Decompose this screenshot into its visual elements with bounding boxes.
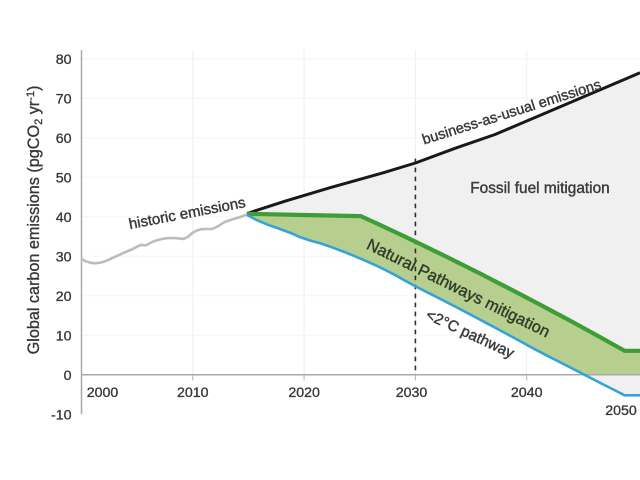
svg-text:2030: 2030 [396, 385, 428, 401]
svg-text:60: 60 [56, 131, 72, 147]
svg-text:2000: 2000 [87, 385, 119, 401]
svg-text:20: 20 [56, 289, 72, 305]
svg-text:Fossil fuel mitigation: Fossil fuel mitigation [470, 180, 609, 197]
svg-text:Global carbon emissions (pgCO2: Global carbon emissions (pgCO2 yr-1) [25, 86, 45, 355]
svg-text:0: 0 [64, 368, 72, 384]
svg-text:-10: -10 [51, 408, 72, 424]
svg-text:2020: 2020 [288, 385, 320, 401]
svg-text:2050: 2050 [605, 403, 637, 419]
svg-text:2010: 2010 [177, 385, 209, 401]
svg-text:10: 10 [56, 329, 72, 345]
svg-text:50: 50 [56, 171, 72, 187]
svg-text:80: 80 [56, 52, 72, 68]
svg-text:2040: 2040 [511, 385, 543, 401]
svg-text:historic emissions: historic emissions [127, 194, 246, 233]
svg-text:70: 70 [56, 92, 72, 108]
svg-text:30: 30 [56, 250, 72, 266]
svg-text:40: 40 [56, 210, 72, 226]
